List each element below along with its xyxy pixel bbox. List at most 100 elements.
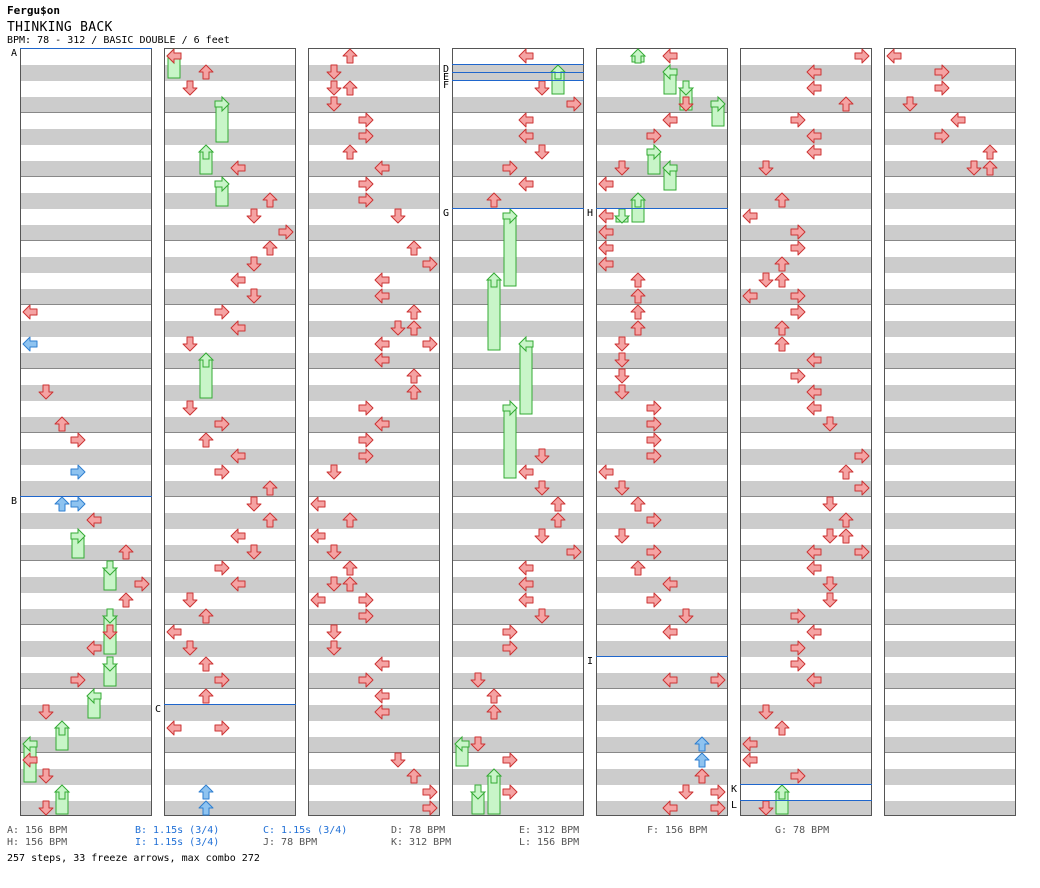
measure-line [309,240,439,241]
measure-line [309,752,439,753]
speed-marker-line [452,72,584,73]
measure-line [597,304,727,305]
song-title: THINKING BACK [7,20,113,35]
measure-line [597,624,727,625]
measure-line [741,496,871,497]
measure-line [885,496,1015,497]
speed-marker-label: H [587,208,594,219]
measure-column-7 [884,48,1016,816]
measure-column-2 [164,48,296,816]
speed-marker-line [596,656,728,657]
speed-marker-label: D [443,64,450,75]
measure-line [21,304,151,305]
measure-line [885,240,1015,241]
measure-line [597,368,727,369]
measure-line [597,176,727,177]
measure-line [453,240,583,241]
step-summary: 257 steps, 33 freeze arrows, max combo 2… [7,853,260,864]
measure-line [453,624,583,625]
measure-line [309,304,439,305]
measure-line [453,560,583,561]
speed-marker-label: C [155,704,162,715]
measure-line [309,496,439,497]
measure-line [165,496,295,497]
speed-marker-line [452,80,584,81]
speed-marker-label: G [443,208,450,219]
measure-line [597,752,727,753]
measure-line [741,112,871,113]
speed-marker-line [740,800,872,801]
speed-marker-line [20,496,152,497]
measure-line [885,176,1015,177]
measure-line [309,560,439,561]
measure-line [165,752,295,753]
measure-column-5 [596,48,728,816]
measure-line [453,368,583,369]
legend-entry: D: 78 BPM [391,825,446,836]
speed-marker-line [596,208,728,209]
measure-line [309,112,439,113]
measure-line [165,368,295,369]
legend-entry: G: 78 BPM [775,825,830,836]
measure-line [165,688,295,689]
measure-line [21,624,151,625]
measure-line [453,112,583,113]
speed-marker-line [740,784,872,785]
measure-line [885,112,1015,113]
measure-line [165,112,295,113]
legend-entry: B: 1.15s (3/4) [135,825,220,836]
measure-line [21,176,151,177]
measure-line [309,688,439,689]
measure-line [21,688,151,689]
measure-line [453,432,583,433]
measure-line [741,240,871,241]
measure-column-3 [308,48,440,816]
legend-entry: E: 312 BPM [519,825,580,836]
speed-marker-line [164,704,296,705]
measure-line [597,496,727,497]
measure-line [165,560,295,561]
legend-entry: F: 156 BPM [647,825,708,836]
legend-entry: J: 78 BPM [263,837,318,848]
measure-line [885,624,1015,625]
measure-column-6 [740,48,872,816]
speed-marker-line [452,208,584,209]
legend-entry: A: 156 BPM [7,825,68,836]
measure-line [885,752,1015,753]
artist-name: Fergu$on [7,4,60,17]
measure-line [165,240,295,241]
measure-line [453,304,583,305]
measure-line [741,368,871,369]
speed-marker-label: A [11,48,18,59]
song-meta: BPM: 78 - 312 / BASIC DOUBLE / 6 feet [7,35,230,46]
measure-line [741,688,871,689]
speed-marker-line [452,64,584,65]
measure-line [885,432,1015,433]
measure-line [165,624,295,625]
speed-marker-line [20,48,152,49]
measure-line [21,368,151,369]
measure-line [597,688,727,689]
measure-line [309,176,439,177]
measure-line [885,304,1015,305]
measure-line [21,560,151,561]
measure-line [453,752,583,753]
measure-line [597,112,727,113]
measure-line [165,176,295,177]
measure-line [309,432,439,433]
measure-line [885,688,1015,689]
measure-line [597,560,727,561]
measure-line [741,304,871,305]
measure-line [453,688,583,689]
measure-line [885,368,1015,369]
legend-entry: H: 156 BPM [7,837,68,848]
measure-line [885,560,1015,561]
measure-line [741,432,871,433]
speed-marker-label: B [11,496,18,507]
measure-line [309,624,439,625]
measure-line [309,368,439,369]
speed-marker-label: E [443,72,450,83]
speed-marker-label: I [587,656,594,667]
measure-line [741,176,871,177]
speed-marker-label: F [443,80,450,91]
